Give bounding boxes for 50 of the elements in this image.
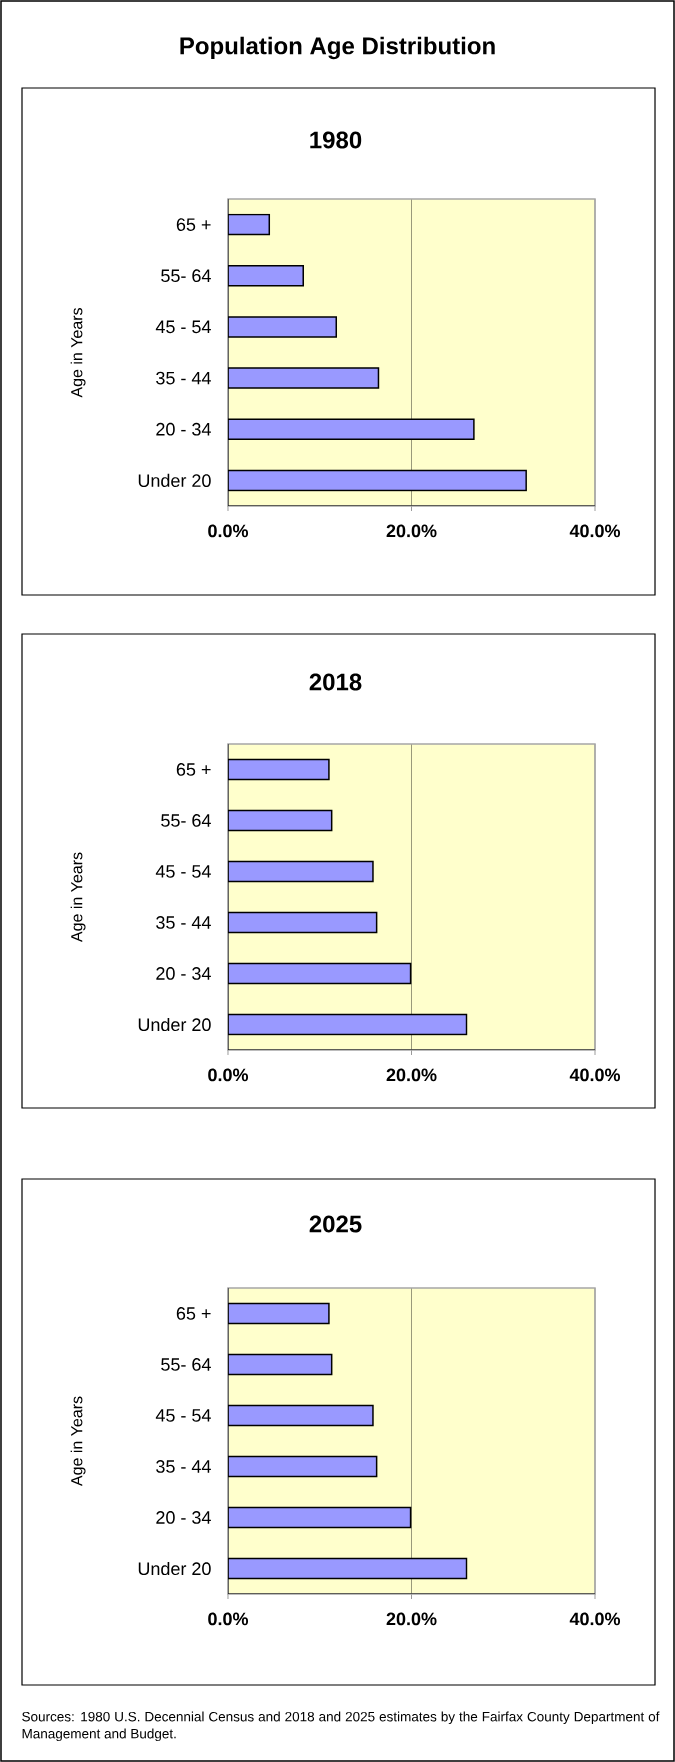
y-tick-label: 35 - 44 bbox=[156, 1460, 211, 1473]
chart-title: 2025 bbox=[309, 1215, 362, 1233]
bar bbox=[228, 911, 378, 934]
y-tick-label: 45 - 54 bbox=[155, 865, 211, 878]
bar bbox=[228, 469, 527, 492]
y-tick-label: 65 + bbox=[176, 1307, 211, 1320]
x-tick-label: 40.0% bbox=[569, 524, 621, 538]
y-tick-label: 20 - 34 bbox=[156, 1511, 211, 1524]
y-tick-label: 35 - 44 bbox=[156, 371, 211, 385]
bar bbox=[228, 1455, 378, 1478]
bar bbox=[228, 860, 374, 883]
y-tick-label: 55- 64 bbox=[161, 1358, 211, 1371]
source-note: Sources: 1980 U.S. Decennial Census and 2018 and 2025 estimates by the Fairfax County Department of Management and Budget. bbox=[22, 1711, 660, 1742]
bar bbox=[228, 758, 330, 781]
x-tick-label: 0.0% bbox=[208, 1068, 249, 1082]
y-tick-label: 45 - 54 bbox=[155, 1409, 211, 1422]
y-tick-label: 20 - 34 bbox=[156, 967, 211, 980]
bar bbox=[228, 962, 412, 985]
bar bbox=[228, 264, 304, 287]
y-tick-label: 35 - 44 bbox=[156, 916, 211, 929]
x-tick-label: 20.0% bbox=[386, 524, 437, 538]
y-tick-label: Under 20 bbox=[138, 473, 211, 488]
x-tick-label: 40.0% bbox=[569, 1068, 621, 1082]
y-axis-title: Age in Years bbox=[70, 852, 86, 943]
y-tick-label: 45 - 54 bbox=[155, 320, 211, 334]
y-axis-title: Age in Years bbox=[70, 308, 86, 398]
bar bbox=[228, 1353, 333, 1376]
y-tick-label: Under 20 bbox=[138, 1561, 211, 1576]
y-tick-label: 55- 64 bbox=[161, 814, 211, 827]
bar bbox=[228, 1557, 468, 1580]
y-tick-label: 20 - 34 bbox=[156, 422, 211, 436]
x-tick-label: 20.0% bbox=[386, 1068, 437, 1082]
bar bbox=[228, 1302, 330, 1325]
chart-title: 1980 bbox=[310, 131, 362, 149]
bar bbox=[228, 213, 271, 236]
y-tick-label: Under 20 bbox=[138, 1017, 211, 1032]
text: Population Age Distribution bbox=[180, 36, 495, 60]
x-tick-label: 40.0% bbox=[569, 1612, 621, 1626]
y-tick-label: 65 + bbox=[176, 763, 211, 776]
bar bbox=[228, 809, 333, 832]
bar bbox=[228, 1404, 374, 1427]
x-tick-label: 20.0% bbox=[386, 1612, 437, 1626]
bar bbox=[228, 1013, 468, 1036]
y-tick-label: 55- 64 bbox=[161, 269, 211, 283]
x-tick-label: 0.0% bbox=[208, 1612, 249, 1626]
y-axis-title: Age in Years bbox=[70, 1396, 86, 1487]
y-tick-label: 65 + bbox=[176, 218, 211, 231]
bar bbox=[228, 1506, 412, 1529]
chart-title: 2018 bbox=[309, 673, 362, 691]
x-tick-label: 0.0% bbox=[208, 524, 249, 538]
